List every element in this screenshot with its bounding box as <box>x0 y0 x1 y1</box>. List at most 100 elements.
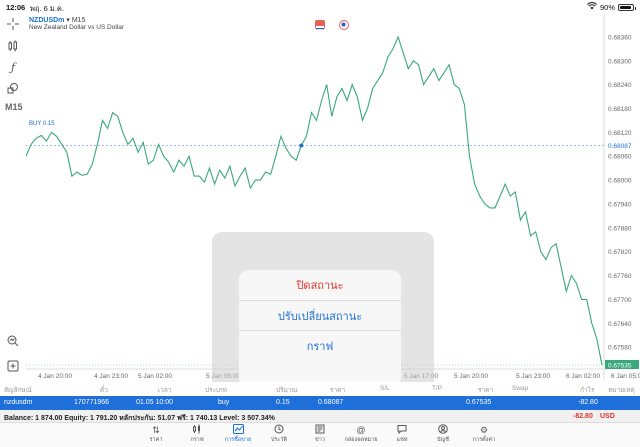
status-date: พฤ. 6 ม.ค. <box>30 4 65 13</box>
status-bar: 12:06 พฤ. 6 ม.ค. 90% <box>0 0 640 14</box>
col-symbol: สัญลักษณ์ <box>4 387 32 394</box>
symbol-timeframe: M15 <box>71 17 86 24</box>
time-tick-label: 4 Jan 20:00 <box>38 373 72 380</box>
price-tick-label: 0.68180 <box>608 106 632 113</box>
tab-label: กล่องจดหมาย <box>344 437 378 443</box>
currency: USD <box>600 413 615 420</box>
col-sl: S/L <box>380 385 390 392</box>
price-tick-label: 0.68120 <box>608 130 632 137</box>
tab-mailbox[interactable]: @ กล่องจดหมาย <box>341 424 381 446</box>
timeframe-label[interactable]: M15 <box>5 102 23 112</box>
tab-news[interactable]: ข่าว <box>300 424 340 446</box>
col-ticket: ตั๋ว <box>100 387 108 394</box>
buy-position-label: BUY 0.15 <box>29 121 55 127</box>
trade-icon <box>232 424 244 436</box>
time-tick-label: 5 Jan 02:00 <box>138 373 172 380</box>
crosshair-icon[interactable] <box>5 16 21 32</box>
col-tp: T/P <box>432 385 443 392</box>
tab-label: แชท <box>396 437 408 443</box>
position-context-menu: ปิดสถานะ ปรับเปลี่ยนสถานะ กราฟ <box>239 270 401 388</box>
balance-summary: Balance: 1 874.00 Equity: 1 791.20 หลักป… <box>0 410 640 423</box>
price-tick-label: 0.68240 <box>608 82 632 89</box>
buy-entry-marker <box>299 143 304 148</box>
wifi-icon <box>586 2 598 12</box>
flag-chip-icon[interactable] <box>315 20 325 31</box>
tab-settings[interactable]: ⚙ การตั้งค่า <box>464 424 504 446</box>
tab-quotes[interactable]: ⇅ ราคา <box>136 424 176 446</box>
tab-label: ประวัติ <box>270 437 288 443</box>
modify-position-item[interactable]: ปรับเปลี่ยนสถานะ <box>239 300 401 330</box>
function-icon[interactable]: ƒ <box>10 60 16 74</box>
price-tick-label: 0.67640 <box>608 321 632 328</box>
tab-label: กราฟ <box>190 437 204 443</box>
indicators-icon[interactable] <box>5 38 21 54</box>
time-tick-label: 5 Jan 23:00 <box>516 373 550 380</box>
row-symbol: nzdusdm <box>4 399 33 406</box>
row-type: buy <box>218 399 230 406</box>
time-tick-label: 5 Jan 20:00 <box>454 373 488 380</box>
symbol-title: NZDUSDm ▾ M15 <box>29 16 85 24</box>
new-order-icon[interactable] <box>5 358 21 374</box>
price-line-series <box>26 35 603 366</box>
status-right: 90% <box>586 2 636 12</box>
tab-chat[interactable]: แชท <box>382 424 422 446</box>
price-tick-label: 0.67880 <box>608 225 632 232</box>
row-volume: 0.15 <box>276 399 290 406</box>
tab-history[interactable]: ประวัติ <box>259 424 299 446</box>
price-tick-label: 0.68087 <box>608 143 632 150</box>
close-position-item[interactable]: ปิดสถานะ <box>296 280 344 292</box>
col-price: ราคา <box>478 387 494 394</box>
balance-text: Balance: 1 874.00 Equity: 1 791.20 หลักป… <box>4 415 275 422</box>
price-tick-label: 0.67760 <box>608 273 632 280</box>
col-open-price: ราคา <box>330 387 346 394</box>
price-tick-label: 0.68000 <box>608 178 632 185</box>
current-price-marker <box>605 360 639 370</box>
col-profit: กำไร <box>580 387 595 394</box>
col-comment: หมายเหตุ <box>608 387 635 394</box>
tab-label: ราคา <box>149 437 163 443</box>
time-tick-label: 6 Jan 02:00 <box>566 373 600 380</box>
price-tick-label: 0.67940 <box>608 201 632 208</box>
news-icon <box>315 424 325 436</box>
col-time: เวลา <box>158 387 172 394</box>
tab-label: การตั้งค่า <box>472 437 496 443</box>
zoom-icon[interactable] <box>5 333 21 349</box>
tab-account[interactable]: บัญชี <box>423 424 463 446</box>
mailbox-icon: @ <box>356 425 366 435</box>
price-tick-label: 0.68060 <box>608 154 632 161</box>
chart-item[interactable]: กราฟ <box>239 330 401 360</box>
trade-table-header: สัญลักษณ์ ตั๋ว เวลา ประเภท ปริมาณ ราคา S… <box>0 382 640 396</box>
price-tick-label: 0.68300 <box>608 58 632 65</box>
time-tick-label: 4 Jan 23:00 <box>94 373 128 380</box>
row-current-price: 0.67535 <box>466 399 492 406</box>
objects-icon[interactable] <box>5 80 21 96</box>
price-tick-label: 0.67820 <box>608 249 632 256</box>
table-row[interactable]: nzdusdm 170771966 01.05 10:00 buy 0.15 0… <box>0 396 640 410</box>
price-tick-label: 0.68360 <box>608 34 632 41</box>
col-swap: Swap <box>512 385 529 392</box>
tab-label: การซื้อขาย <box>224 437 252 443</box>
row-profit: -82.80 <box>578 399 598 406</box>
account-icon <box>438 424 448 436</box>
price-tick-label: 0.67535 <box>608 363 632 370</box>
col-volume: ปริมาณ <box>276 387 298 394</box>
symbol-name: NZDUSDm <box>29 17 65 24</box>
symbol-arrow: ▾ <box>66 17 72 24</box>
one-click-trading-icon[interactable] <box>339 20 349 30</box>
row-time: 01.05 10:00 <box>136 399 173 406</box>
settings-icon: ⚙ <box>479 425 489 435</box>
battery-percent: 90% <box>599 2 615 12</box>
tab-trade[interactable]: การซื้อขาย <box>218 424 258 446</box>
chat-icon <box>397 424 407 436</box>
time-tick-label: 6 Jan 05:00 <box>611 373 640 380</box>
tab-bar: ⇅ ราคา กราฟ การซื้อขาย ประวัติ ข่าว @ กล… <box>0 423 640 447</box>
chart-icon <box>192 424 202 436</box>
chart-tools: ƒ M15 <box>0 14 26 372</box>
tab-chart[interactable]: กราฟ <box>177 424 217 446</box>
row-open-price: 0.68087 <box>318 399 344 406</box>
battery-icon <box>618 3 636 11</box>
total-profit: -82.80 <box>573 413 593 420</box>
history-icon <box>274 424 284 436</box>
price-tick-label: 0.67700 <box>608 297 632 304</box>
tab-label: บัญชี <box>437 437 449 443</box>
